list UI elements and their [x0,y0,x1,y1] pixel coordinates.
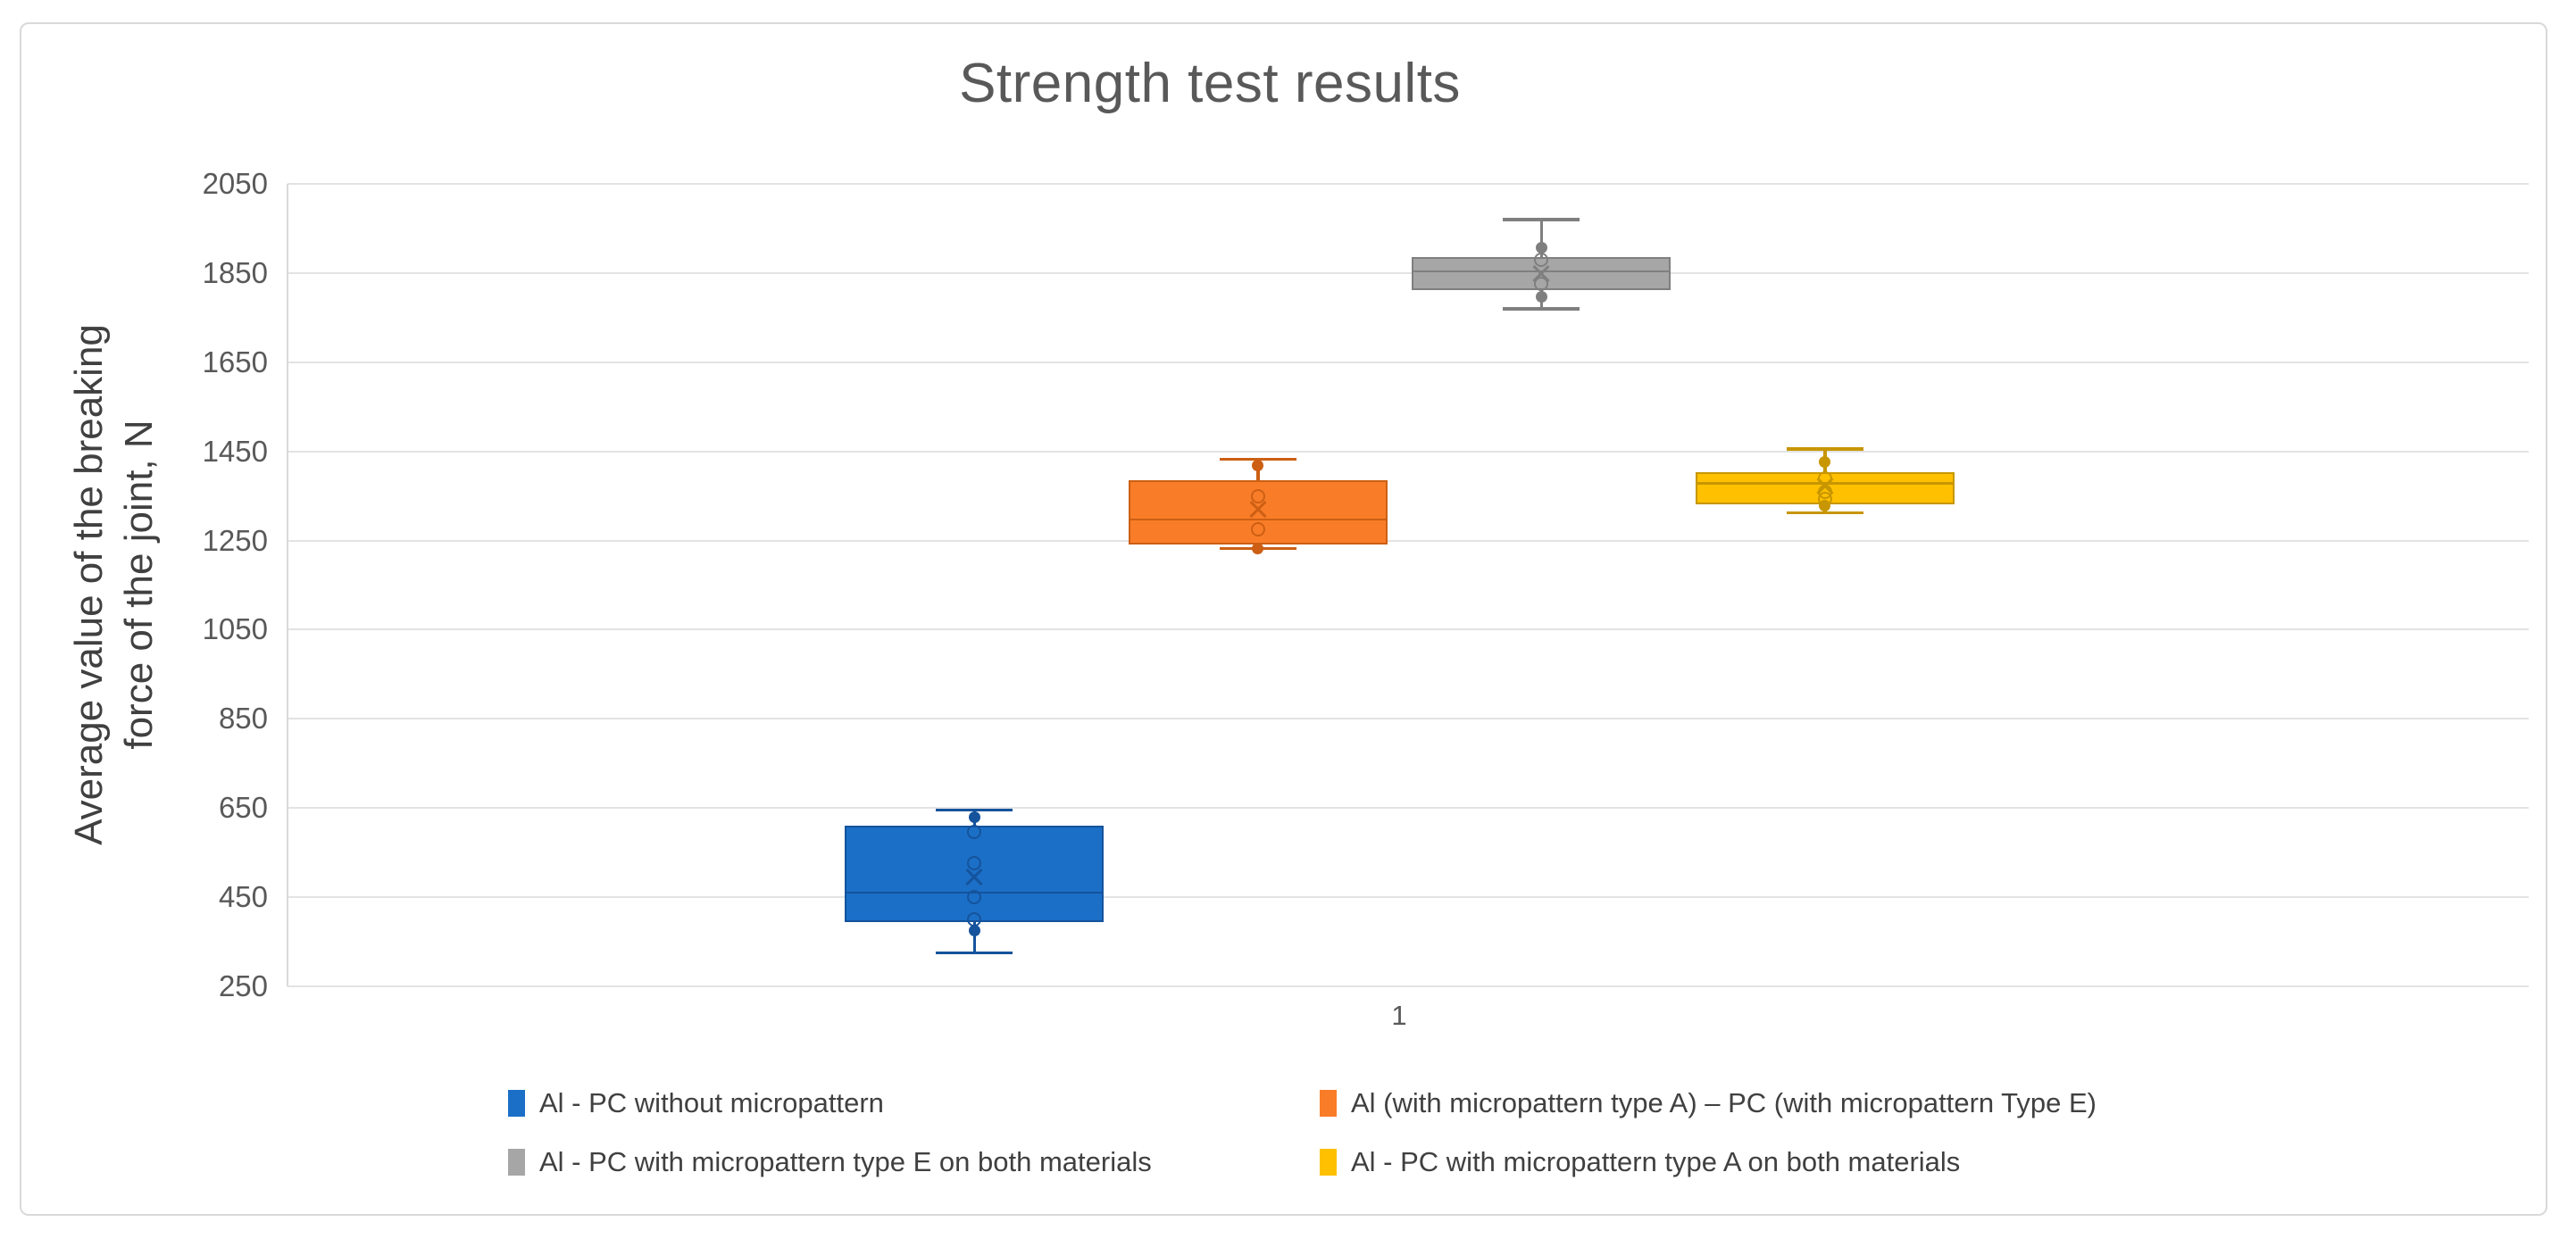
inner-data-point [967,890,982,905]
legend-swatch [508,1149,525,1176]
y-axis-tick-label: 1050 [202,612,268,646]
gridline [288,539,2529,542]
outlier-point [968,811,980,823]
outlier-point [968,925,980,937]
legend-label: Al - PC with micropattern type A on both… [1351,1146,1961,1177]
y-axis-tick-label: 1250 [202,523,268,557]
legend-label: Al (with micropattern type A) – PC (with… [1351,1087,2097,1118]
whisker-lower-cap [1503,307,1580,311]
outlier-point [1819,456,1831,469]
inner-data-point [1817,470,1832,486]
outlier-point [1535,242,1547,254]
legend-item: Al - PC with micropattern type E on both… [508,1146,1152,1178]
gridline [288,807,2529,810]
gridline [288,271,2529,274]
legend-label: Al - PC without micropattern [539,1087,884,1118]
gridline [288,361,2529,363]
outlier-point [1819,500,1831,512]
whisker-lower-stem [972,921,976,953]
median-line [1128,518,1388,521]
y-axis-title-line-1: Average value of the breaking [67,324,111,845]
inner-data-point [967,825,982,840]
whisker-upper-cap [1786,447,1863,451]
outlier-point [1252,460,1264,472]
y-axis-tick-label: 450 [218,880,268,914]
chart-title: Strength test results [959,53,1461,114]
x-axis-tick-label: 1 [1391,1000,1407,1031]
inner-data-point [1250,489,1265,504]
whisker-upper-cap [936,808,1013,812]
inner-data-point [1250,522,1265,537]
gridline [288,985,2529,987]
legend-item: Al - PC with micropattern type A on both… [1320,1146,1960,1178]
y-axis-tick-label: 250 [218,969,268,1002]
legend-item: Al - PC without micropattern [508,1087,884,1119]
whisker-upper-cap [1219,457,1296,461]
y-axis-tick-label: 1850 [202,255,268,289]
y-axis-tick-label: 1450 [202,434,268,468]
legend-item: Al (with micropattern type A) – PC (with… [1320,1087,2097,1119]
gridline [288,896,2529,899]
whisker-upper-cap [1503,218,1580,221]
legend-swatch [508,1090,525,1117]
whisker-upper-stem [1539,219,1543,257]
legend-label: Al - PC with micropattern type E on both… [539,1146,1152,1177]
legend-swatch [1320,1090,1337,1117]
legend-swatch [1320,1149,1337,1176]
inner-data-point [1534,276,1549,291]
y-axis-tick-label: 2050 [202,167,268,200]
outlier-point [1535,291,1547,303]
y-axis-tick-label: 650 [218,791,268,825]
inner-data-point [967,856,982,871]
whisker-lower-cap [1786,511,1863,515]
y-axis-tick-label: 850 [218,702,268,736]
gridline [288,450,2529,453]
whisker-lower-cap [936,951,1013,955]
y-axis-tick-label: 1650 [202,345,268,378]
gridline [288,183,2529,185]
gridline [288,718,2529,720]
gridline [288,628,2529,631]
chart-frame [20,22,2547,1216]
outlier-point [1252,543,1264,555]
y-axis-line [287,184,288,986]
